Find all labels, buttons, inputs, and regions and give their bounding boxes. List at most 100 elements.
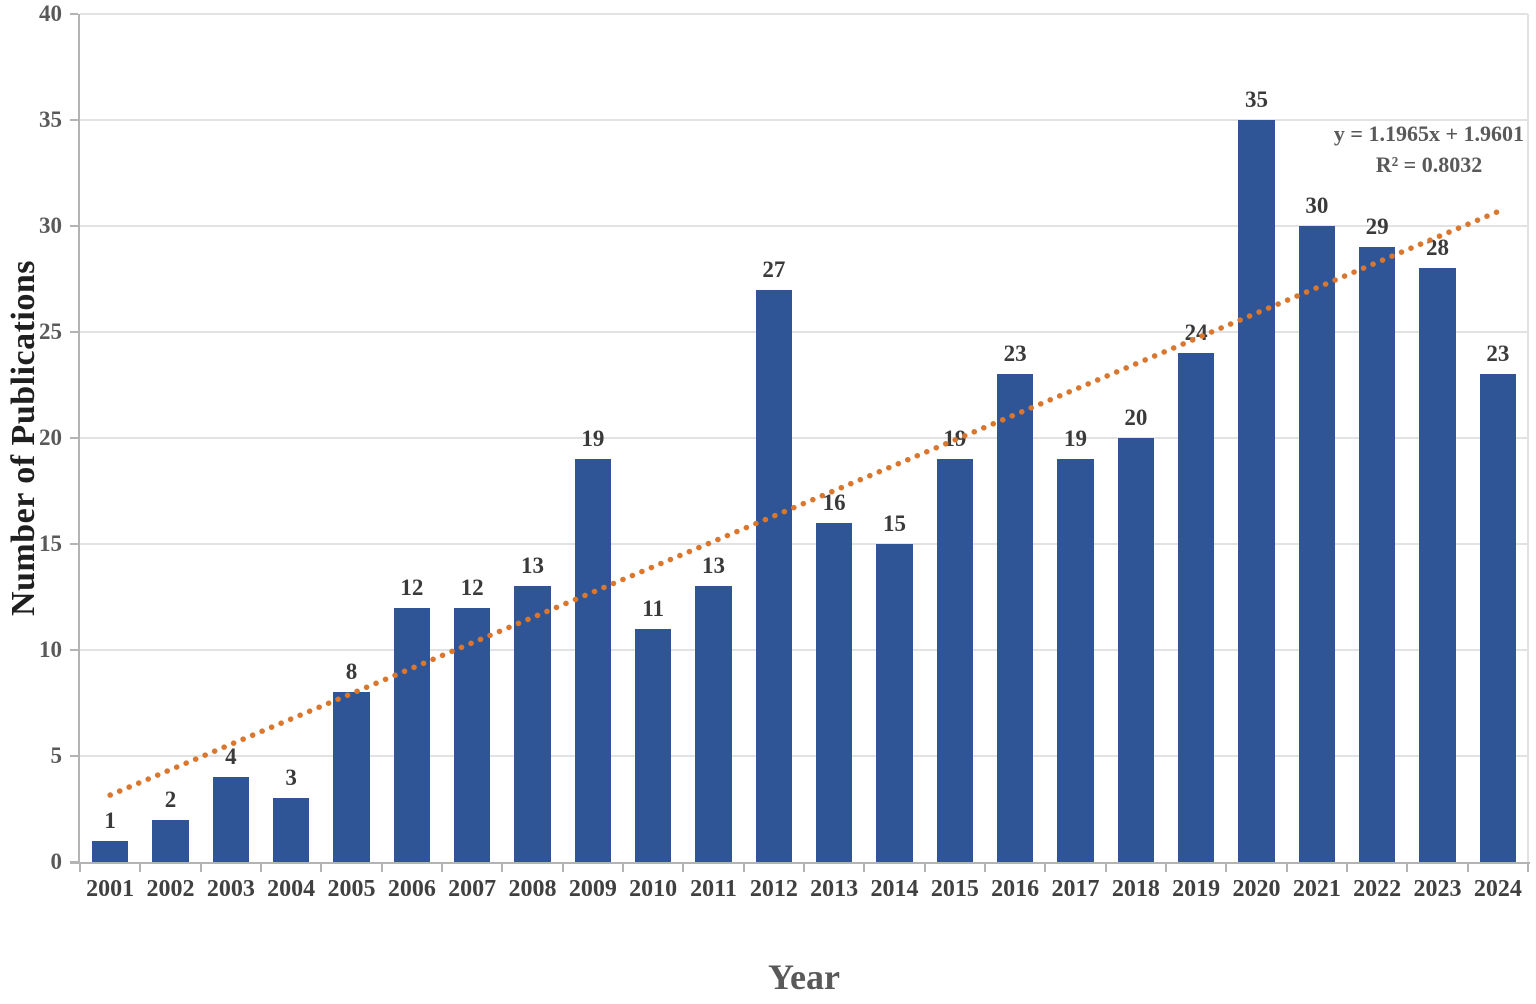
bar-cell-2012: 27 [744,14,804,862]
r-squared-text: R² = 0.8032 [1375,152,1483,177]
x-tick-13 [863,864,866,872]
x-tick-label-2017: 2017 [1051,876,1100,902]
bar-2013 [816,522,853,862]
x-tick-10 [682,864,685,872]
bar-cell-2017: 19 [1045,14,1105,862]
bar-2010 [635,628,672,862]
bar-cell-2006: 12 [382,14,442,862]
trendline-equation: y = 1.1965x + 1.9601 R² = 0.8032 [1334,118,1524,180]
x-axis-title: Year [768,957,840,997]
x-tick-label-2024: 2024 [1473,876,1522,902]
bar-value-label-2011: 13 [701,553,725,579]
x-tick-label-2010: 2010 [629,876,678,902]
bar-value-label-2021: 30 [1305,193,1329,218]
x-tick-15 [984,864,986,872]
y-axis-line [78,14,80,864]
bar-2006 [393,607,430,862]
bar-cell-2005: 8 [321,14,381,862]
bar-value-label-2024: 23 [1486,341,1510,367]
gridline-20 [80,437,1528,439]
bar-2014 [876,544,913,862]
x-tick-14 [923,864,926,872]
bar-2020 [1238,120,1275,862]
x-tick-label-2016: 2016 [991,876,1040,902]
bar-2011 [695,586,732,862]
x-tick-label-2008: 2008 [508,876,557,902]
bar-value-label-2001: 1 [104,807,116,833]
bar-cell-2013: 16 [804,14,864,862]
y-tick-15 [70,543,78,545]
bar-cell-2009: 19 [563,14,623,862]
bar-value-label-2020: 35 [1244,87,1268,112]
x-tick-6 [441,864,443,872]
bar-cell-2010: 11 [623,14,683,862]
x-tick-label-2015: 2015 [930,876,979,902]
x-tick-11 [742,864,745,872]
x-tick-label-2013: 2013 [810,876,859,902]
y-tick-20 [70,437,78,439]
x-tick-label-2007: 2007 [448,876,497,902]
bar-2007 [454,607,491,862]
equation-text: y = 1.1965x + 1.9601 [1333,121,1524,146]
gridline-30 [80,225,1528,227]
bar-2015 [936,459,973,862]
y-tick-30 [70,225,78,227]
x-tick-label-2004: 2004 [267,876,316,902]
x-tick-18 [1165,864,1167,872]
bar-value-label-2002: 2 [164,786,177,812]
bar-2021 [1298,226,1335,862]
x-tick-5 [380,864,383,872]
bar-cell-2021: 30 [1287,14,1347,862]
x-tick-label-2011: 2011 [690,876,737,902]
bar-cell-2002: 2 [140,14,200,862]
bar-2004 [273,798,310,862]
x-tick-16 [1044,864,1047,872]
gridline-15 [80,543,1528,545]
bar-value-label-2022: 29 [1365,214,1389,240]
bar-2008 [514,586,551,862]
x-tick-23 [1466,864,1469,872]
x-tick-label-2012: 2012 [749,876,798,902]
gridline-10 [80,649,1528,651]
bar-cell-2014: 15 [864,14,924,862]
bar-2001 [92,840,129,862]
bar-value-label-2004: 3 [285,765,297,791]
gridline-5 [80,755,1528,757]
bar-cell-2007: 12 [442,14,502,862]
x-tick-label-2001: 2001 [86,876,135,902]
x-tick-label-2003: 2003 [206,876,255,902]
x-tick-2 [199,864,202,872]
x-tick-8 [561,864,564,872]
bar-2019 [1178,353,1215,862]
bars: 1243812121319111327161519231920243530292… [80,14,1528,862]
x-tick-7 [501,864,504,872]
x-tick-label-2019: 2019 [1172,876,1221,902]
bar-2022 [1359,247,1396,862]
bar-value-label-2003: 4 [225,744,237,770]
y-tick-label-30: 30 [39,213,62,238]
plot-right-border [1527,14,1529,862]
plot-area: 1243812121319111327161519231920243530292… [80,13,1528,862]
trendline-dotted-line [107,208,1501,798]
x-tick-21 [1346,864,1348,872]
x-axis-line [70,862,1530,864]
trendline [107,208,1501,798]
bar-cell-2001: 1 [80,14,140,862]
bar-cell-2020: 35 [1226,14,1286,862]
bar-value-label-2012: 27 [762,256,786,282]
bar-cell-2019: 24 [1166,14,1226,862]
bar-2024 [1479,374,1516,862]
x-tick-label-2021: 2021 [1292,876,1341,902]
gridline-25 [80,331,1528,333]
bar-2017 [1057,459,1094,862]
y-tick-label-5: 5 [50,743,63,768]
x-tick-17 [1104,864,1107,872]
y-tick-label-0: 0 [50,849,63,874]
bar-value-label-2017: 19 [1063,426,1087,452]
bar-value-label-2010: 11 [642,595,665,621]
bar-2018 [1117,438,1154,862]
bar-cell-2018: 20 [1106,14,1166,862]
bar-cell-2008: 13 [502,14,562,862]
x-tick-12 [803,864,805,872]
y-tick-label-10: 10 [39,637,62,662]
